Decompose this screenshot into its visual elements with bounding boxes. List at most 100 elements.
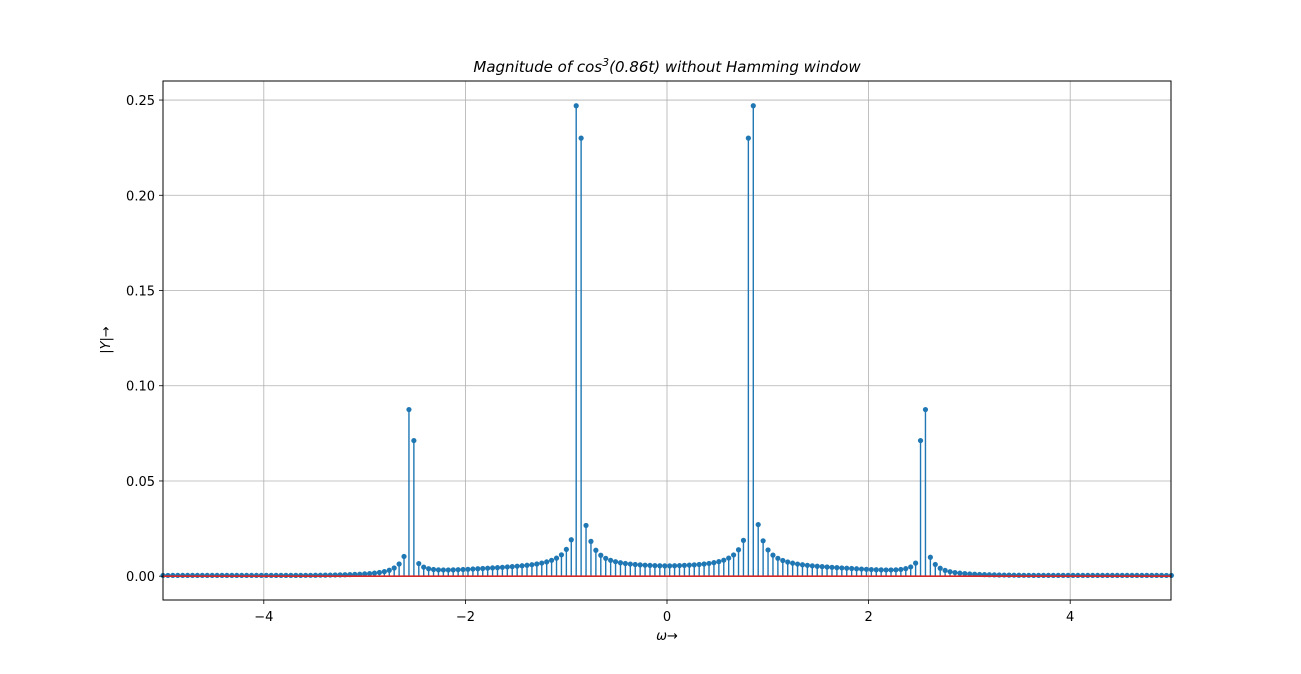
stem-marker bbox=[706, 560, 712, 567]
stem-marker bbox=[435, 567, 442, 573]
stem-marker bbox=[514, 563, 520, 569]
y-tick-label: 0.00 bbox=[126, 570, 155, 585]
stem-marker bbox=[652, 562, 658, 569]
x-axis-ticks: −4 −2 0 2 4 bbox=[254, 600, 1074, 625]
stem-marker bbox=[927, 554, 933, 560]
stem-marker bbox=[824, 564, 830, 570]
x-tick-label: 0 bbox=[663, 610, 671, 625]
stem-marker bbox=[903, 566, 909, 572]
stem-marker bbox=[809, 563, 815, 569]
stem-marker bbox=[804, 562, 810, 568]
stem-marker bbox=[376, 569, 383, 576]
stem-marker bbox=[460, 566, 466, 573]
stem-marker bbox=[519, 563, 525, 569]
stem-marker bbox=[593, 547, 599, 553]
stem-marker bbox=[799, 562, 806, 568]
stem-marker bbox=[726, 555, 732, 561]
stem-marker bbox=[386, 567, 392, 573]
stem-marker bbox=[775, 555, 781, 561]
stem-marker bbox=[647, 562, 653, 569]
stem-marker bbox=[898, 566, 904, 573]
stem-marker bbox=[967, 571, 973, 577]
stem-marker bbox=[440, 567, 446, 573]
stem-marker bbox=[381, 569, 387, 575]
stem-marker bbox=[494, 565, 501, 571]
stem-marker bbox=[558, 552, 565, 558]
y-tick-label: 0.10 bbox=[126, 380, 155, 395]
stem-marker bbox=[913, 560, 919, 566]
stem-marker bbox=[549, 557, 555, 563]
stem-marker bbox=[455, 567, 461, 573]
stem-marker bbox=[863, 566, 870, 572]
stem-marker bbox=[273, 572, 279, 578]
stem-marker bbox=[612, 559, 619, 565]
stem-marker bbox=[499, 564, 506, 570]
stem-marker bbox=[391, 565, 397, 571]
stem-marker bbox=[524, 562, 530, 568]
stem-marker bbox=[637, 562, 643, 568]
stem-marker bbox=[878, 567, 884, 573]
stem-marker bbox=[770, 552, 776, 558]
stem-marker bbox=[534, 561, 540, 567]
stem-marker bbox=[735, 547, 742, 553]
stem-marker bbox=[1031, 572, 1037, 578]
stem-marker bbox=[553, 555, 560, 561]
stem-marker bbox=[307, 572, 314, 578]
stem-marker bbox=[716, 559, 722, 565]
stem-marker bbox=[780, 557, 786, 564]
stem-marker bbox=[1016, 572, 1022, 578]
stem-marker bbox=[844, 565, 850, 571]
stem-marker bbox=[430, 566, 437, 573]
stem-marker bbox=[957, 570, 963, 576]
stem-marker bbox=[917, 437, 924, 444]
stem-marker bbox=[676, 562, 683, 569]
stem-marker bbox=[529, 562, 535, 568]
stem-marker bbox=[568, 537, 574, 543]
stem-marker bbox=[627, 561, 633, 567]
stem-marker bbox=[942, 567, 948, 574]
stem-marker bbox=[573, 103, 579, 109]
stem-marker bbox=[721, 557, 727, 563]
stem-marker bbox=[932, 561, 938, 568]
stem-marker bbox=[401, 553, 407, 560]
x-axis-label: ω→ bbox=[656, 629, 678, 644]
stem-marker bbox=[1050, 572, 1056, 578]
stem-marker bbox=[1045, 572, 1052, 578]
stem-marker bbox=[485, 565, 491, 571]
stem-marker bbox=[1035, 572, 1042, 578]
stem-marker bbox=[691, 562, 697, 568]
stem-marker bbox=[470, 566, 476, 572]
x-tick-label: −2 bbox=[456, 610, 475, 625]
stem-marker bbox=[504, 564, 510, 570]
stem-marker bbox=[681, 562, 688, 568]
stem-marker bbox=[883, 567, 889, 573]
stem-marker bbox=[1055, 572, 1061, 578]
stem-marker bbox=[750, 103, 756, 109]
stem-marker bbox=[578, 135, 584, 141]
y-tick-label: 0.20 bbox=[126, 189, 155, 204]
stem-marker bbox=[465, 566, 471, 572]
stem-marker bbox=[421, 564, 427, 570]
stem-marker bbox=[922, 406, 929, 413]
stem-marker bbox=[366, 570, 373, 577]
x-tick-label: −4 bbox=[254, 610, 273, 625]
y-tick-label: 0.25 bbox=[126, 94, 155, 109]
stem-marker bbox=[819, 564, 825, 570]
stem-marker bbox=[632, 561, 638, 568]
stem-marker bbox=[475, 566, 481, 572]
stem-marker bbox=[426, 566, 432, 572]
stem-marker bbox=[952, 569, 958, 576]
stem-marker bbox=[686, 562, 692, 568]
stem-marker bbox=[962, 570, 968, 577]
stem-marker bbox=[509, 564, 515, 570]
stem-marker bbox=[858, 566, 865, 572]
stem-marker bbox=[298, 572, 304, 578]
stem-marker bbox=[794, 561, 801, 567]
stem-marker bbox=[765, 547, 771, 553]
stem-marker bbox=[755, 521, 761, 528]
stem-marker bbox=[603, 555, 609, 561]
stem-marker bbox=[445, 567, 451, 573]
stem-marker bbox=[1021, 572, 1027, 578]
